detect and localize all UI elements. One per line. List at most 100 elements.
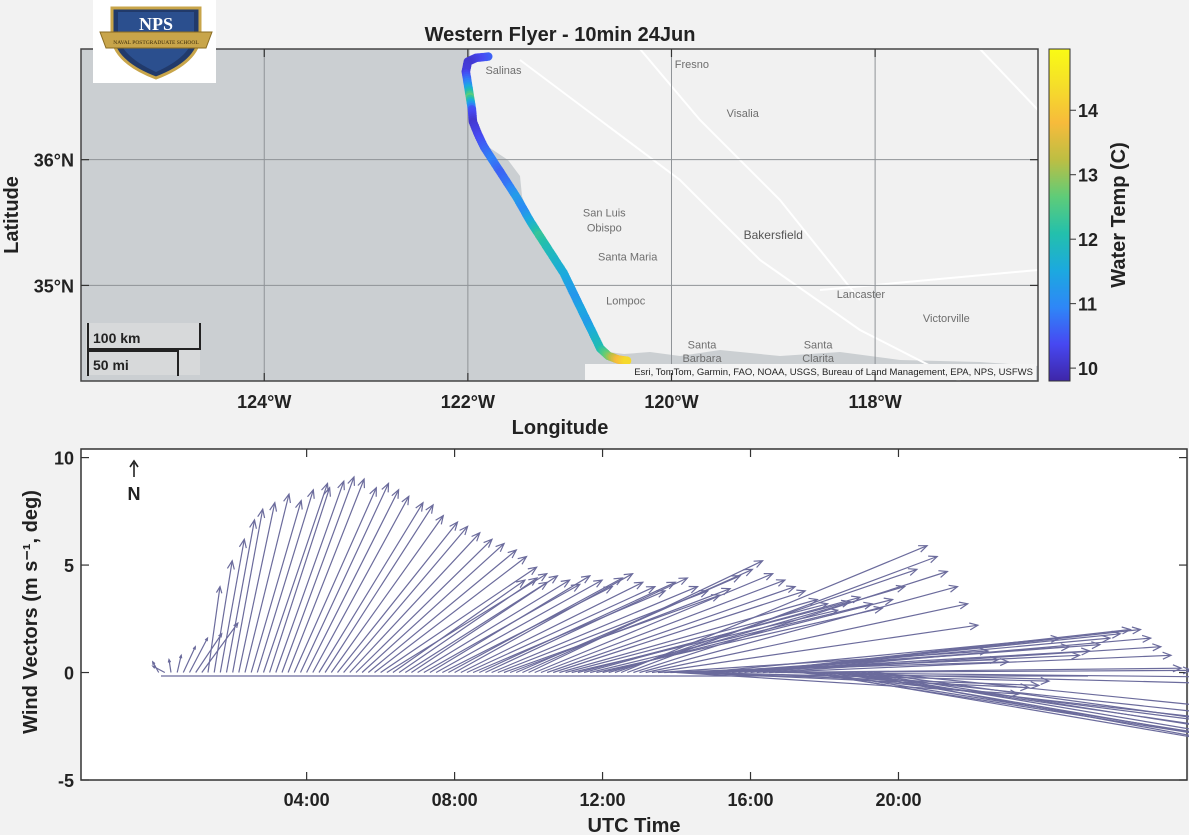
map-x-tick-label: 120°W [644,392,698,412]
place-label: Fresno [675,59,709,71]
wind-xlabel: UTC Time [588,815,681,835]
wind-vector [225,518,257,673]
wind-vector [411,574,559,674]
map-frame [80,48,1039,382]
track-point [622,356,632,366]
wind-ylabel: Wind Vectors (m s⁻¹, deg) [20,490,42,734]
wind-vector [633,570,949,674]
wind-vector [213,559,235,673]
colorbar-tick-label: 10 [1078,359,1098,379]
wind-quiver [151,475,1189,738]
wind-vector [195,632,223,673]
wind-vector [299,482,390,673]
wind-vector [374,555,528,673]
map-ylabel: Latitude [1,176,23,254]
wind-vector [188,636,209,673]
place-label: Santa [804,339,834,351]
wind-vector [392,579,527,673]
wind-vector [207,585,223,673]
wind-vector [275,479,345,673]
colorbar-gradient [1048,48,1071,382]
wind-vector [250,499,303,673]
wind-vector [256,488,315,673]
map-panel: Salinas Fresno Visalia Bakersfield San Luis O… [1,24,1039,439]
place-label: Victorville [923,313,970,325]
wind-vector [318,501,424,673]
wind-vector [244,492,291,673]
wind-vector [448,577,624,674]
wind-vector [768,651,1173,674]
logo-band-text: NAVAL POSTGRADUATE SCHOOL [113,40,199,46]
place-label: Bakersfield [744,228,803,242]
wind-vector [367,549,518,673]
wind-vector [435,579,604,674]
place-label: Lompoc [606,295,646,307]
place-label: Lancaster [837,289,886,301]
wind-vector [312,494,410,673]
wind-vector [466,585,657,674]
map-attribution: Esri, TomTom, Garmin, FAO, NOAA, USGS, B… [634,367,1033,378]
wind-vector [454,572,634,674]
wind-vector [269,486,331,673]
map-x-ticks: 124°W 122°W 120°W 118°W [237,49,902,412]
scale-bar: 100 km 50 mi [86,323,201,376]
colorbar-tick-label: 11 [1078,295,1097,315]
wind-vector [744,626,1132,674]
wind-vector [528,560,764,674]
wind-vector [337,520,459,673]
wind-vector [343,525,469,673]
wind-vector [849,671,1189,736]
wind-vector [651,622,980,674]
attribution-bg [585,364,1036,380]
wind-vector [762,643,1163,674]
wind-vector [167,658,172,673]
wind-vector [287,477,365,673]
wind-vector [151,665,166,674]
wind-vector [232,507,266,673]
wind-vector [861,671,1189,725]
north-indicator: N [128,459,141,504]
wind-vector [836,671,1189,725]
wind-vector [361,542,506,673]
place-label: San Luis [583,207,626,219]
wind-vector [750,626,1143,674]
colorbar-tick-label: 14 [1078,101,1098,121]
wind-vector [479,581,677,674]
colorbar-tick-label: 13 [1078,166,1098,186]
wind-vector [429,575,592,674]
place-label: Clarita [802,353,835,365]
nps-logo: NPS NAVAL POSTGRADUATE SCHOOL [93,0,216,83]
map-title: Western Flyer - 10min 24Jun [425,24,696,46]
wind-vector [281,475,355,673]
colorbar-tick-label: 12 [1078,230,1098,250]
map-x-tick-label: 124°W [237,392,291,412]
ship-track [461,52,632,366]
wind-vector [293,486,377,673]
place-label: Santa Maria [598,251,658,263]
wind-panel: -5 0 5 10 04:00 08:00 12:00 16:00 20:00 N UTC Ti… [20,448,1189,835]
wind-axes: -5 0 5 10 04:00 08:00 12:00 16:00 20:00 [54,449,1187,810]
wind-y-tick-label: 5 [64,556,74,576]
colorbar-ticks: 10 11 12 13 14 [1070,101,1098,379]
map-x-tick-label: 118°W [848,392,901,412]
wind-plot-area [80,448,1188,781]
wind-vector [485,577,689,674]
wind-vector [219,537,247,673]
wind-vector [546,585,797,674]
wind-vector [306,488,400,673]
map-x-tick-label: 122°W [441,392,495,412]
wind-x-tick-label: 20:00 [875,790,921,810]
wind-y-tick-label: 0 [64,664,74,684]
wind-vector [380,566,538,673]
wind-vector [324,503,434,673]
wind-vector [238,501,278,673]
north-label: N [128,484,141,504]
place-label: Salinas [485,65,522,77]
wind-y-tick-label: 10 [54,449,74,469]
wind-vector [590,601,874,674]
wind-vector [417,579,571,674]
place-labels: Salinas Fresno Visalia Bakersfield San Luis O… [485,59,969,365]
wind-vector [756,634,1153,674]
wind-vector [491,585,700,674]
